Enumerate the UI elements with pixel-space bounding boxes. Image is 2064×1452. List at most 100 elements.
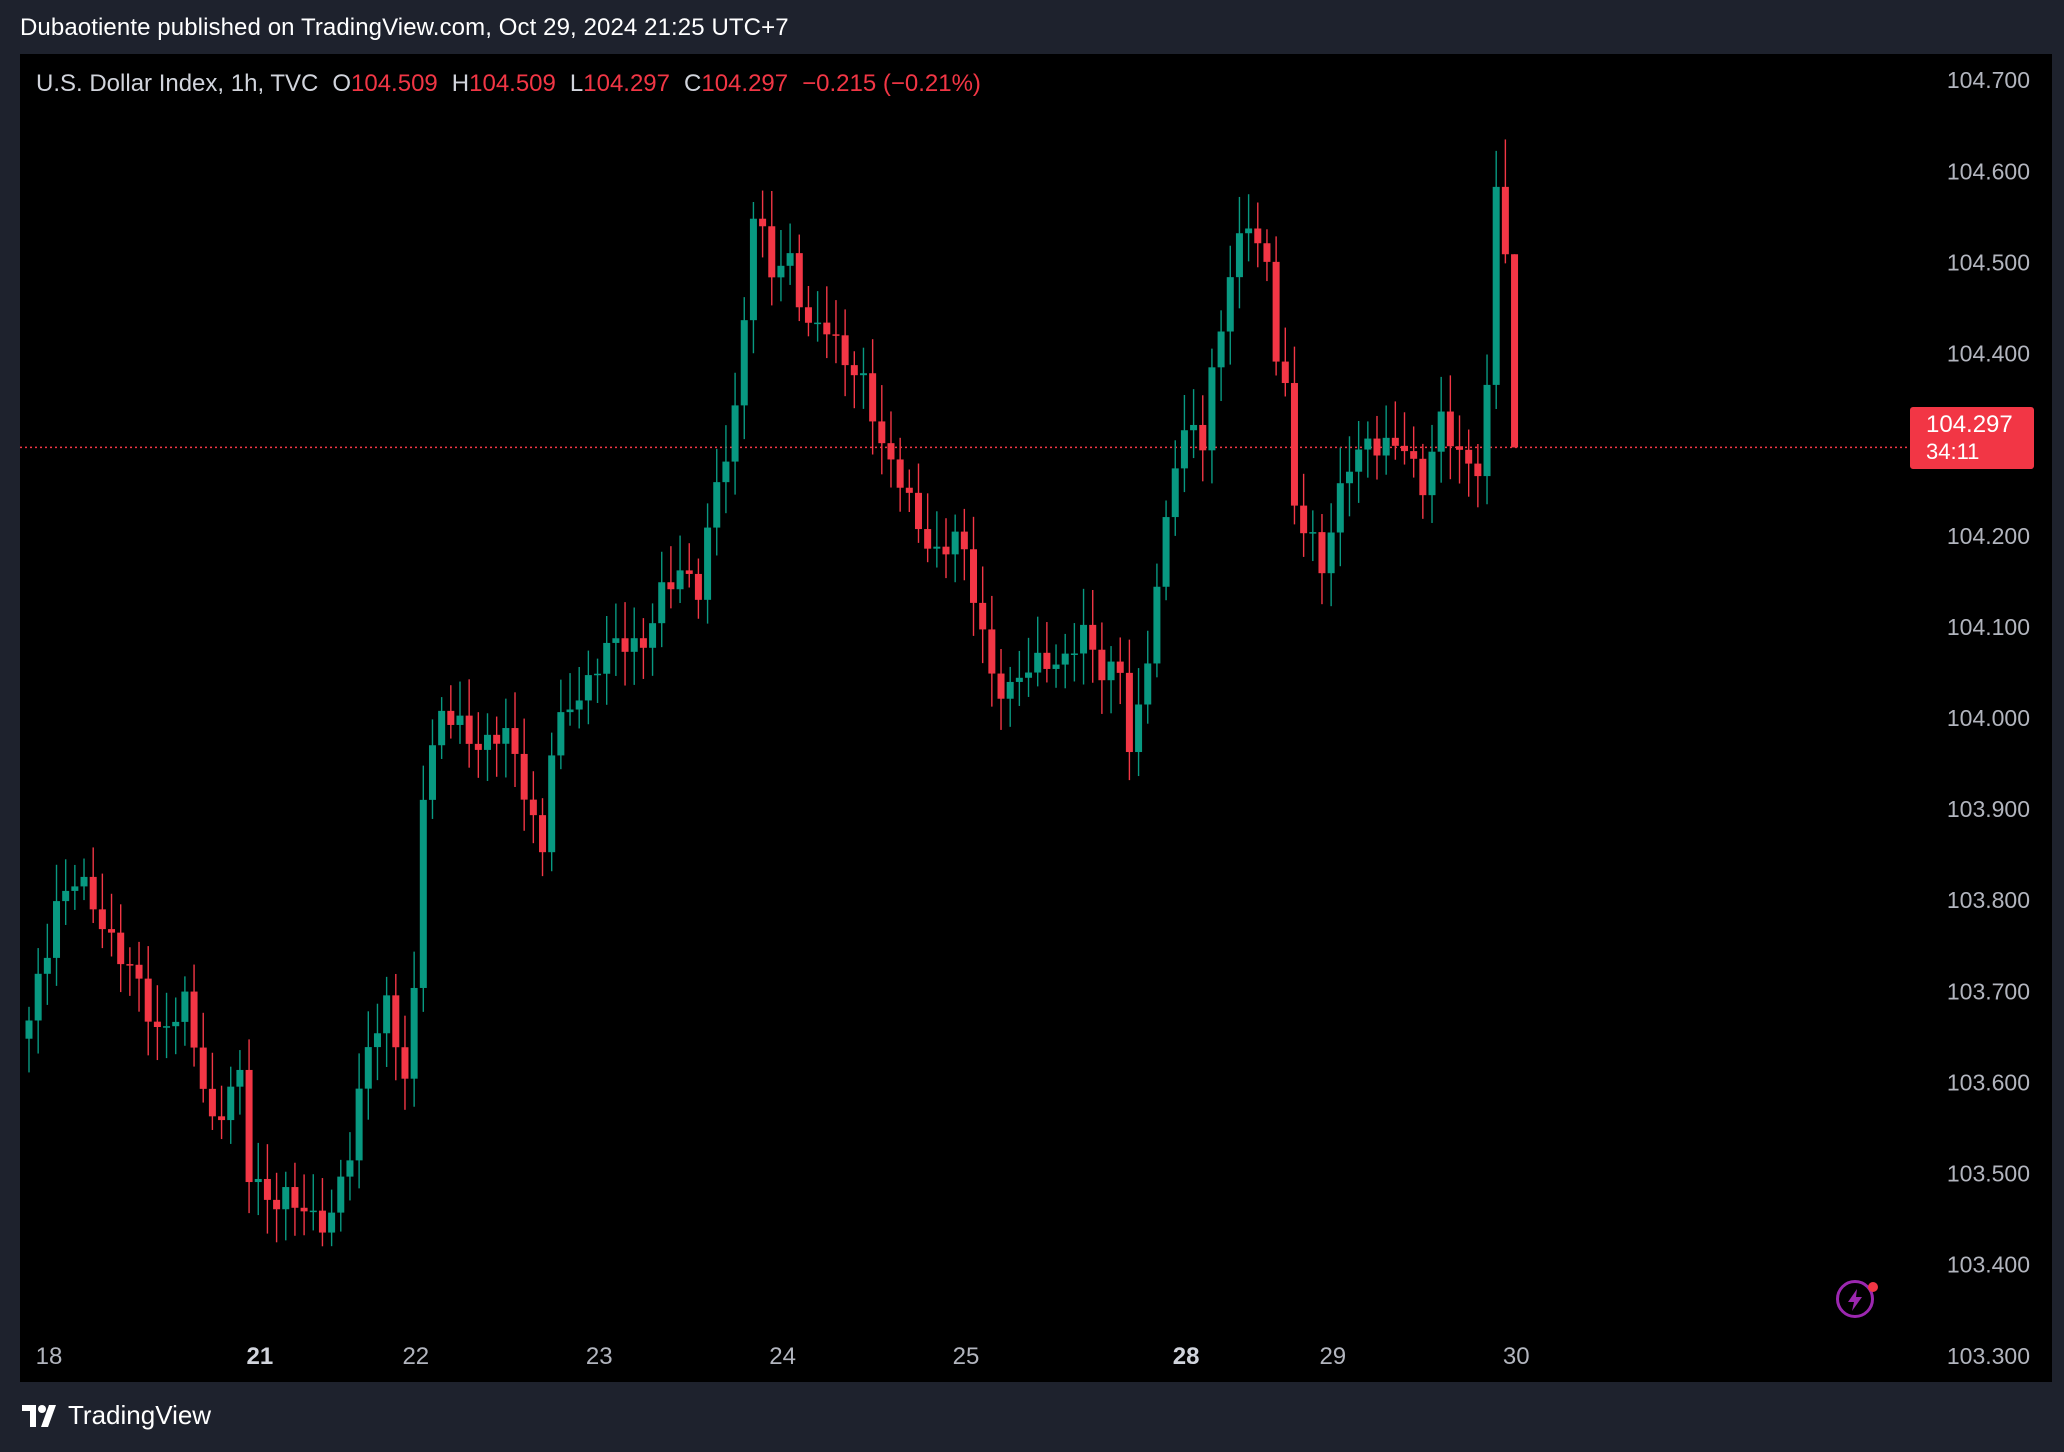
candle-body [199,1047,207,1089]
candle-body [951,531,959,555]
candle-body [401,1047,409,1079]
candle-body [1501,186,1509,255]
candle [1263,229,1271,282]
lightning-bolt-icon[interactable] [1836,1280,1874,1318]
candle-body [1235,233,1243,278]
candle-body [1080,624,1088,654]
candle [639,618,647,679]
candle-body [254,1178,262,1183]
candle-body [630,638,638,652]
candle [62,859,70,925]
candle-body [914,492,922,530]
candle [823,286,831,359]
candle [529,771,537,844]
candle-body [1373,438,1381,456]
candle [1290,346,1298,525]
candle [1492,150,1500,409]
candle-body [960,531,968,550]
candle-body [529,799,537,816]
candle-body [731,405,739,462]
candle-body [1281,361,1289,384]
candle [419,765,427,1012]
legend-high-value: 104.509 [469,70,556,97]
candle [1272,236,1280,376]
candle [502,698,510,778]
candle-body [1272,261,1280,362]
candle-body [300,1207,308,1212]
candle-body [1006,681,1014,699]
candle-body [309,1210,317,1213]
legend-symbol: U.S. Dollar Index, 1h, TVC [36,70,319,97]
candle [190,964,198,1067]
candle [153,985,161,1061]
candle [685,543,693,588]
candle [355,1053,363,1189]
candle-body [795,253,803,308]
candle-body [1511,254,1519,448]
price-tick-label: 103.800 [1947,887,2030,913]
candle [1034,616,1042,687]
time-tick-label: 22 [402,1343,429,1370]
candle [98,873,106,949]
candle-body [1401,445,1408,452]
candle-body [318,1210,326,1233]
candle-body [1125,672,1133,753]
footer-brand[interactable]: TradingView [22,1400,211,1431]
candle-body [905,487,913,493]
candle [456,681,464,744]
candle-body [245,1069,253,1183]
candle [658,551,666,648]
candle [869,339,877,455]
candle-body [841,335,849,366]
candle [1025,637,1033,697]
candle [979,566,987,664]
candle-body [218,1116,226,1121]
chart-area[interactable]: 104.700104.600104.500104.400104.300104.2… [20,54,2052,1382]
candle [300,1174,308,1236]
candle-body [658,582,666,624]
time-axis: 18 21 22 23 24 25 28 29 30 [36,1343,1530,1370]
candle [1006,666,1014,727]
time-tick-label: 30 [1503,1343,1530,1370]
candle [1043,622,1051,683]
legend-high-label: H [451,70,470,97]
candle [89,847,97,924]
candle-body [34,973,42,1021]
price-tick-label: 103.300 [1947,1343,2030,1369]
candle-body [144,978,152,1022]
candle [557,679,565,770]
candle-body [511,728,519,754]
candle [1382,405,1390,475]
candle-body [676,570,684,590]
candle [988,595,996,707]
legend-open-value: 104.509 [351,70,438,97]
candle [1171,440,1179,536]
candle-body [392,995,400,1048]
candle [1327,503,1335,607]
candle [346,1132,354,1201]
price-chart[interactable]: 104.700104.600104.500104.400104.300104.2… [20,54,2052,1382]
candle-body [208,1088,216,1117]
candle [924,493,932,563]
candle-body [1364,438,1372,450]
candle [1437,376,1445,483]
candle-body [777,265,785,278]
candle-body [548,755,556,853]
candle [749,202,757,354]
candle-body [1309,532,1317,534]
candle [263,1144,271,1234]
candle [759,190,767,258]
candle [1511,254,1519,448]
candles [25,139,1519,1247]
candle [859,347,867,409]
candle-body [694,573,702,600]
candle-body [181,991,189,1022]
candle [282,1171,290,1241]
candle [804,285,812,337]
candle-body [502,728,510,744]
legend-open-label: O [332,70,352,97]
candle [493,716,501,777]
candle-body [933,546,941,549]
candle [218,1085,226,1140]
candle [1089,590,1097,683]
